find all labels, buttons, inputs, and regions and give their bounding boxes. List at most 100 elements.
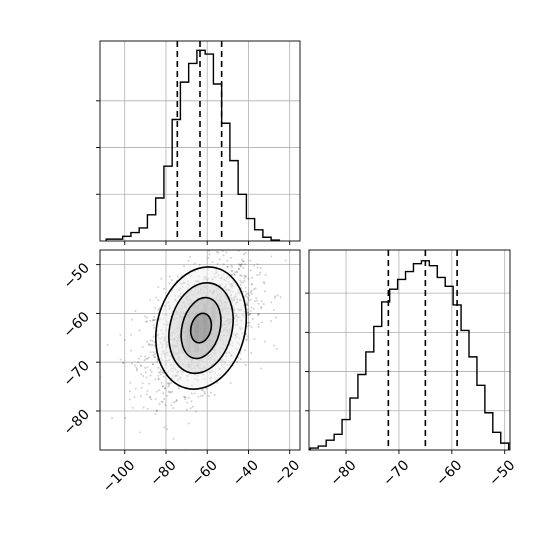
joint-scatter-point [185,408,188,411]
joint-scatter-point [225,251,228,254]
joint-scatter-point [213,393,216,396]
joint-scatter-point [164,387,167,390]
joint-scatter-point [157,378,160,381]
joint-scatter-point [187,422,190,425]
joint-scatter-point [133,364,136,367]
joint-scatter-point [273,296,276,299]
joint-scatter-point [170,279,173,282]
joint-scatter-point [241,260,244,263]
joint-scatter-point [249,298,252,301]
joint-scatter-point [244,286,247,289]
joint-scatter-point [187,396,190,399]
joint-xtick-label: −20 [271,457,303,489]
top-hist-bar [213,84,221,241]
joint-scatter-point [253,288,256,291]
joint-scatter-point [249,291,252,294]
bottom-hist-xtick-label: −50 [486,457,518,489]
joint-scatter-point [256,263,259,266]
top-hist-bar [156,198,164,241]
joint-scatter-point [147,356,150,359]
joint-scatter-point [129,381,132,384]
joint-scatter-point [247,312,250,315]
joint-scatter-point [151,340,154,343]
joint-scatter-point [246,314,249,317]
joint-scatter-point [160,277,163,280]
joint-scatter-point [242,260,245,263]
joint-scatter-point [231,266,234,269]
joint-scatter-point [146,366,149,369]
joint-scatter-point [155,296,158,299]
joint-scatter-point [249,310,252,313]
joint-scatter-point [259,266,262,269]
joint-scatter-point [129,333,132,336]
joint-scatter-point [263,282,266,285]
joint-scatter-point [203,390,206,393]
joint-scatter-point [184,398,187,401]
joint-scatter-point [137,361,140,364]
joint-scatter-point [154,413,157,416]
joint-scatter-point [157,299,160,302]
joint-contour-line [154,266,248,390]
bottom-hist-xtick-label: −80 [327,457,359,489]
joint-scatter-point [203,392,206,395]
joint-scatter-point [242,290,245,293]
joint-scatter-point [154,355,157,358]
joint-scatter-point [234,271,237,274]
joint-scatter-point [121,362,124,365]
joint-scatter-point [226,259,229,262]
joint-scatter-point [260,306,263,309]
joint-scatter-point [157,374,160,377]
joint-scatter-point [154,353,157,356]
joint-scatter-point [141,381,144,384]
joint-scatter-point [260,307,263,310]
joint-scatter-point [135,368,138,371]
joint-scatter-point [217,251,220,254]
bottom-histogram [309,260,510,450]
joint-scatter-point [245,275,248,278]
joint-scatter-point [160,400,163,403]
joint-scatter-point [242,266,245,269]
bottom-hist-bar [358,375,366,450]
joint-scatter-point [257,323,260,326]
joint-scatter-point [244,251,247,254]
joint-scatter-point [149,374,152,377]
joint-scatter-point [140,386,143,389]
joint-scatter-point [163,426,166,429]
joint-scatter-point [151,363,154,366]
joint-scatter-point [230,269,233,272]
joint-scatter-point [138,329,141,332]
joint-ytick-label: −60 [61,309,93,341]
joint-scatter-point [222,254,225,257]
joint-scatter-point [252,264,255,267]
joint-scatter-point [154,318,157,321]
joint-scatter-point [230,264,233,267]
joint-scatter-point [124,416,127,419]
joint-scatter-point [157,308,160,311]
joint-scatter-point [262,280,265,283]
joint-scatter-point [133,395,136,398]
joint-scatter-point [284,259,287,262]
joint-scatter-point [235,270,238,273]
joint-scatter-point [251,318,254,321]
joint-scatter-point [240,274,243,277]
joint-scatter-point [257,325,260,328]
joint-scatter-point [176,275,179,278]
joint-scatter-point [141,345,144,348]
joint-scatter-point [149,344,152,347]
joint-scatter-point [193,262,196,265]
joint-scatter-point [149,339,152,342]
top-histogram [105,49,281,241]
joint-scatter-point [168,282,171,285]
joint-scatter-point [251,276,254,279]
joint-scatter-point [171,390,174,393]
joint-scatter-point [243,274,246,277]
joint-scatter-point [163,397,166,400]
joint-scatter-point [245,339,248,342]
joint-contour-line [189,312,213,344]
top-hist-bar [222,123,230,241]
bottom-hist-bar [477,385,485,450]
joint-scatter-point [242,281,245,284]
joint-scatter-point [168,384,171,387]
joint-scatter-point [246,303,249,306]
joint-contours [154,266,248,390]
